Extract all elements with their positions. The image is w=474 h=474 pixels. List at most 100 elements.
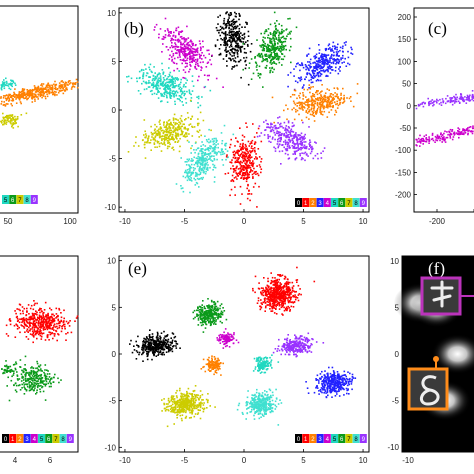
panel-d-cluster-6-point [46, 369, 48, 371]
panel-b-cluster-4-point [175, 52, 178, 54]
panel-b-cluster-5-point [153, 66, 155, 68]
panel-d-cluster-1-point [32, 313, 34, 316]
panel-b-cluster-8-point [216, 151, 218, 154]
panel-b-cluster-1-point [244, 166, 247, 169]
panel-b-cluster-0-point [234, 27, 236, 30]
panel-b-cluster-6-point [267, 28, 270, 30]
panel-d-cluster-1-point [20, 324, 23, 326]
panel-b-cluster-7-point [167, 130, 169, 133]
panel-c-cluster-4-point [446, 136, 449, 139]
panel-b-cluster-8-point [202, 156, 204, 159]
panel-b-cluster-6-point [290, 45, 292, 48]
panel-b-cluster-9-point [258, 135, 261, 137]
panel-c-cluster-9-point [471, 98, 473, 101]
panel-d-cluster-6-point [32, 367, 34, 370]
panel-b-cluster-6-point [264, 53, 266, 56]
panel-b-cluster-5-point [181, 90, 183, 93]
panel-b-cluster-0-point [237, 50, 239, 52]
panel-b-cluster-9-point [303, 135, 305, 138]
panel-b-cluster-0-point [233, 54, 235, 57]
panel-b-cluster-3-point [321, 67, 324, 69]
panel-b-cluster-0-point [227, 20, 229, 22]
panel-d-cluster-1-point [42, 332, 45, 335]
panel-b-cluster-3-point [310, 81, 313, 84]
panel-d-cluster-6-point [21, 387, 23, 389]
panel-d-cluster-6-point [30, 369, 33, 372]
panel-b-cluster-1-point [252, 177, 254, 179]
panel-b-cluster-9-point [291, 125, 294, 128]
panel-d-cluster-1-point [36, 313, 38, 316]
panel-b-cluster-5-point [197, 102, 199, 104]
panel-b-cluster-7-point [168, 134, 171, 137]
panel-d-cluster-1-point [53, 319, 56, 322]
panel-c-cluster-9-point [430, 100, 432, 103]
panel-b-cluster-8-point [206, 168, 208, 170]
panel-e-cluster-1-point [289, 310, 291, 312]
panel-b-cluster-1-point [249, 157, 252, 159]
panel-a-cluster-2-point [49, 88, 51, 90]
panel-b-cluster-6-point [275, 27, 277, 30]
panel-b-cluster-9-point [310, 146, 312, 149]
panel-b-cluster-3-point [332, 45, 334, 48]
panel-a-cluster-2-point [0, 96, 2, 98]
panel-b-cluster-6-point [271, 71, 274, 73]
panel-b-cluster-9-point [288, 136, 290, 139]
panel-d-cluster-6b-point [7, 370, 10, 372]
panel-d-cluster-1-point [42, 317, 44, 319]
panel-b-cluster-0-point [225, 37, 227, 40]
panel-b-cluster-3-point [315, 68, 318, 70]
panel-b-cluster-6-point [273, 31, 275, 33]
panel-b-cluster-6-point [281, 28, 283, 31]
panel-b-cluster-7-point [158, 131, 160, 133]
panel-a-cluster-7-point [2, 123, 4, 126]
panel-a-cluster-2-point [40, 84, 42, 86]
panel-b-cluster-5-point [167, 84, 170, 87]
panel-b-cluster-9-point [271, 138, 274, 140]
panel-b-cluster-0-point [233, 22, 236, 25]
panel-d-cluster-1-point [37, 322, 40, 325]
panel-d-cluster-1-point [42, 324, 44, 326]
panel-b-cluster-7-point [168, 141, 171, 144]
panel-b-cluster-2-point [327, 105, 329, 107]
panel-a-cluster-7-point [6, 118, 9, 120]
panel-b-cluster-7-point [173, 129, 176, 131]
panel-c-cluster-4-point [423, 135, 426, 138]
panel-b-cluster-4-point [169, 35, 171, 37]
panel-b-cluster-2-point [310, 99, 313, 102]
panel-d-cluster-6-point [43, 380, 45, 382]
panel-b-cluster-1-point [242, 172, 245, 175]
panel-a-cluster-7-point [12, 122, 15, 124]
panel-b-cluster-8-point [210, 145, 212, 148]
panel-b-cluster-6-point [268, 54, 270, 57]
panel-d-cluster-1-point [45, 320, 48, 323]
panel-a-cluster-2-point [28, 96, 31, 98]
panel-c-cluster-4-point [417, 137, 420, 140]
panel-d-cluster-1-point [32, 317, 35, 320]
panel-b-cluster-3-point [321, 63, 323, 65]
panel-b-cluster-4-point [207, 61, 210, 64]
panel-b-cluster-2-point [350, 100, 352, 102]
panel-b-cluster-2-point [321, 113, 324, 116]
panel-b-cluster-6-point [269, 48, 271, 50]
panel-a-cluster-2-point [59, 90, 61, 92]
panel-b-cluster-5-point [209, 89, 212, 92]
panel-b-cluster-9-point [296, 136, 298, 139]
panel-a-cluster-2-point [9, 96, 12, 98]
panel-b-cluster-6-point [248, 62, 251, 64]
panel-b-cluster-0-point [217, 16, 219, 18]
panel-a-cluster-2-point [41, 83, 43, 85]
panel-b-cluster-9-point [320, 157, 323, 159]
panel-b-cluster-3-point [335, 66, 337, 69]
panel-b-cluster-7-point [156, 141, 159, 144]
panel-d-cluster-1-point [27, 331, 29, 333]
panel-b-cluster-1-point [254, 149, 256, 152]
panel-a-cluster-2-point [18, 97, 20, 100]
panel-b-cluster-0-point [242, 41, 245, 43]
panel-b-cluster-4-point [170, 32, 172, 34]
panel-b-cluster-8-point [196, 173, 199, 176]
panel-b-cluster-4-point [171, 42, 173, 44]
panel-b-cluster-9-point [302, 137, 305, 140]
panel-b-cluster-4-point [199, 57, 201, 59]
